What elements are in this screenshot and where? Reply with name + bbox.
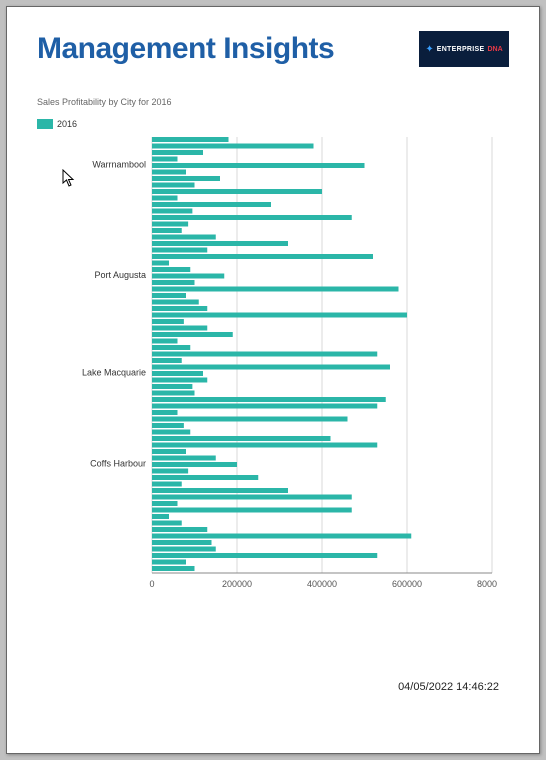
- bar[interactable]: [152, 371, 203, 376]
- bar[interactable]: [152, 170, 186, 175]
- bar[interactable]: [152, 456, 216, 461]
- bar[interactable]: [152, 534, 411, 539]
- bar[interactable]: [152, 300, 199, 305]
- bar[interactable]: [152, 423, 184, 428]
- bar[interactable]: [152, 339, 178, 344]
- bar[interactable]: [152, 144, 314, 149]
- legend-swatch: [37, 119, 53, 129]
- bar[interactable]: [152, 475, 258, 480]
- bar[interactable]: [152, 384, 192, 389]
- svg-text:800000: 800000: [477, 579, 497, 589]
- svg-text:200000: 200000: [222, 579, 252, 589]
- bar[interactable]: [152, 254, 373, 259]
- bar[interactable]: [152, 189, 322, 194]
- logo: ✦ ENTERPRISE DNA: [419, 31, 509, 67]
- svg-text:0: 0: [149, 579, 154, 589]
- y-axis-label: Warrnambool: [92, 160, 146, 170]
- bar[interactable]: [152, 404, 377, 409]
- report-page: Management Insights ✦ ENTERPRISE DNA Sal…: [6, 6, 540, 754]
- bar[interactable]: [152, 449, 186, 454]
- page-title: Management Insights: [37, 32, 334, 66]
- bar[interactable]: [152, 469, 188, 474]
- y-axis-label: Coffs Harbour: [90, 459, 146, 469]
- bar[interactable]: [152, 215, 352, 220]
- bar[interactable]: [152, 150, 203, 155]
- bar[interactable]: [152, 436, 331, 441]
- bar[interactable]: [152, 417, 348, 422]
- bar[interactable]: [152, 391, 195, 396]
- bar[interactable]: [152, 163, 365, 168]
- legend: 2016: [37, 119, 509, 129]
- bar[interactable]: [152, 488, 288, 493]
- bar[interactable]: [152, 248, 207, 253]
- bar[interactable]: [152, 228, 182, 233]
- bar[interactable]: [152, 202, 271, 207]
- logo-text-1: ENTERPRISE: [437, 46, 485, 53]
- bar[interactable]: [152, 267, 190, 272]
- bar[interactable]: [152, 365, 390, 370]
- bar[interactable]: [152, 560, 186, 565]
- bar[interactable]: [152, 378, 207, 383]
- bar[interactable]: [152, 157, 178, 162]
- bar[interactable]: [152, 274, 224, 279]
- bar[interactable]: [152, 209, 192, 214]
- y-axis-label: Port Augusta: [94, 270, 146, 280]
- bar[interactable]: [152, 137, 229, 142]
- bar[interactable]: [152, 241, 288, 246]
- bar[interactable]: [152, 495, 352, 500]
- logo-burst-icon: ✦: [425, 44, 433, 55]
- bar[interactable]: [152, 553, 377, 558]
- bar[interactable]: [152, 176, 220, 181]
- bar[interactable]: [152, 443, 377, 448]
- bar[interactable]: [152, 319, 184, 324]
- footer-timestamp: 04/05/2022 14:46:22: [398, 681, 499, 693]
- bar[interactable]: [152, 313, 407, 318]
- bar[interactable]: [152, 410, 178, 415]
- bar[interactable]: [152, 345, 190, 350]
- bar[interactable]: [152, 261, 169, 266]
- legend-label: 2016: [57, 119, 77, 129]
- bar[interactable]: [152, 352, 377, 357]
- bar[interactable]: [152, 508, 352, 513]
- chart-title: Sales Profitability by City for 2016: [37, 97, 509, 107]
- bar[interactable]: [152, 547, 216, 552]
- bar[interactable]: [152, 222, 188, 227]
- bar[interactable]: [152, 280, 195, 285]
- chart-svg: 0 200000 400000 600000 800000 Warrnambool Port…: [37, 137, 497, 597]
- bar[interactable]: [152, 527, 207, 532]
- bar[interactable]: [152, 482, 182, 487]
- bar[interactable]: [152, 521, 182, 526]
- bar[interactable]: [152, 501, 178, 506]
- bar[interactable]: [152, 306, 207, 311]
- bar[interactable]: [152, 397, 386, 402]
- svg-text:400000: 400000: [307, 579, 337, 589]
- bar[interactable]: [152, 514, 169, 519]
- bar[interactable]: [152, 540, 212, 545]
- bar[interactable]: [152, 430, 190, 435]
- header: Management Insights ✦ ENTERPRISE DNA: [37, 31, 509, 67]
- bar[interactable]: [152, 293, 186, 298]
- bar[interactable]: [152, 235, 216, 240]
- bar[interactable]: [152, 326, 207, 331]
- bar[interactable]: [152, 332, 233, 337]
- bar[interactable]: [152, 462, 237, 467]
- logo-text-2: DNA: [487, 46, 502, 53]
- bar[interactable]: [152, 358, 182, 363]
- bar[interactable]: [152, 287, 399, 292]
- chart-area: 0 200000 400000 600000 800000 Warrnambool Port…: [37, 137, 497, 597]
- svg-text:600000: 600000: [392, 579, 422, 589]
- bar[interactable]: [152, 183, 195, 188]
- bar[interactable]: [152, 196, 178, 201]
- y-axis-label: Lake Macquarie: [82, 368, 146, 378]
- bar[interactable]: [152, 566, 195, 571]
